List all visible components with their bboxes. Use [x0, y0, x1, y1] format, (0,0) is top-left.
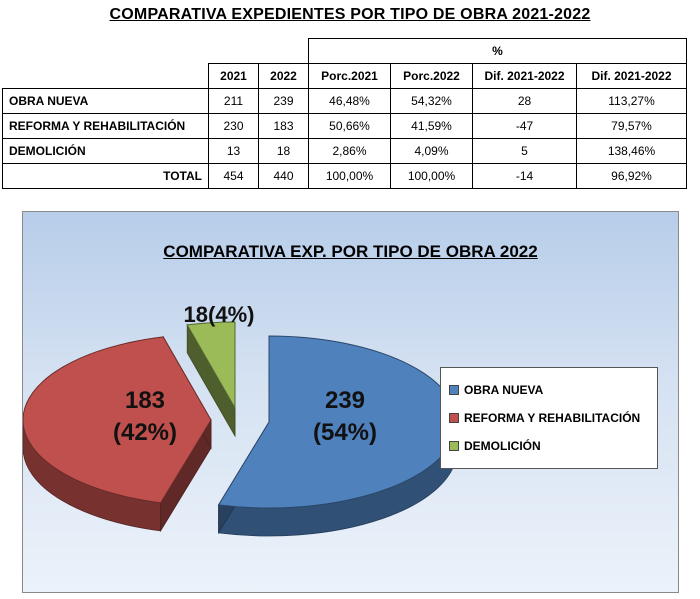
- legend-item-demolicion: DEMOLICIÓN: [449, 439, 541, 453]
- table-cell: -14: [472, 163, 577, 189]
- legend-swatch: [449, 385, 459, 395]
- table-cell: 18: [258, 138, 309, 164]
- legend-label: OBRA NUEVA: [464, 383, 544, 397]
- table-cell: 138,46%: [576, 138, 687, 164]
- table-cell: 113,27%: [576, 88, 687, 114]
- data-label-value: 239: [325, 387, 365, 414]
- percent-group-header: %: [308, 38, 687, 64]
- legend-swatch: [449, 413, 459, 423]
- legend-label: REFORMA Y REHABILITACIÓN: [464, 411, 641, 425]
- table-header-row: 2021 2022 Porc.2021 Porc.2022 Dif. 2021-…: [3, 63, 687, 89]
- table-row: OBRA NUEVA 211 239 46,48% 54,32% 28 113,…: [2, 88, 687, 114]
- table-cell: 440: [258, 163, 309, 189]
- row-label: OBRA NUEVA: [2, 88, 209, 114]
- table-cell: 79,57%: [576, 113, 687, 139]
- table-cell: 13: [208, 138, 259, 164]
- table-cell: 96,92%: [576, 163, 687, 189]
- pie-chart: 239 (54%) 183 (42%) 18(4%): [23, 302, 458, 537]
- column-header: Dif. 2021-2022: [472, 63, 577, 89]
- page-title: COMPARATIVA EXPEDIENTES POR TIPO DE OBRA…: [109, 6, 591, 23]
- legend-item-obra-nueva: OBRA NUEVA: [449, 383, 543, 397]
- table-cell: 239: [258, 88, 309, 114]
- table-cell: 5: [472, 138, 577, 164]
- table-cell: 454: [208, 163, 259, 189]
- total-label: TOTAL: [2, 163, 209, 189]
- table-row: REFORMA Y REHABILITACIÓN 230 183 50,66% …: [2, 113, 687, 139]
- column-header: Dif. 2021-2022: [576, 63, 687, 89]
- table-cell: 4,09%: [390, 138, 473, 164]
- column-header: Porc.2021: [308, 63, 391, 89]
- table-cell: 100,00%: [308, 163, 391, 189]
- chart-title: COMPARATIVA EXP. POR TIPO DE OBRA 2022: [163, 242, 538, 261]
- data-label-percent: (42%): [113, 419, 177, 446]
- column-header: 2022: [258, 63, 309, 89]
- table-group-header-row: %: [3, 38, 687, 64]
- pie-slice: [23, 336, 212, 504]
- table-cell: 50,66%: [308, 113, 391, 139]
- data-label-percent: (54%): [313, 419, 377, 446]
- data-label: 18(4%): [184, 302, 255, 327]
- pie-slice: [186, 321, 236, 410]
- row-label: REFORMA Y REHABILITACIÓN: [2, 113, 209, 139]
- table-cell: 28: [472, 88, 577, 114]
- table-cell: 41,59%: [390, 113, 473, 139]
- column-header: 2021: [208, 63, 259, 89]
- row-label: DEMOLICIÓN: [2, 138, 209, 164]
- legend-label: DEMOLICIÓN: [464, 439, 541, 453]
- table-cell: 2,86%: [308, 138, 391, 164]
- chart-legend: OBRA NUEVA REFORMA Y REHABILITACIÓN DEMO…: [440, 367, 658, 469]
- table-cell: 54,32%: [390, 88, 473, 114]
- data-label-value: 183: [125, 387, 165, 414]
- legend-item-reforma: REFORMA Y REHABILITACIÓN: [449, 411, 640, 425]
- table-row: DEMOLICIÓN 13 18 2,86% 4,09% 5 138,46%: [2, 138, 687, 164]
- table-cell: 230: [208, 113, 259, 139]
- table-total-row: TOTAL 454 440 100,00% 100,00% -14 96,92%: [2, 163, 687, 189]
- legend-swatch: [449, 441, 459, 451]
- table-cell: 100,00%: [390, 163, 473, 189]
- table-cell: -47: [472, 113, 577, 139]
- table-cell: 183: [258, 113, 309, 139]
- table-cell: 211: [208, 88, 259, 114]
- comparison-table: % 2021 2022 Porc.2021 Porc.2022 Dif. 202…: [2, 38, 687, 189]
- pie-chart-area: COMPARATIVA EXP. POR TIPO DE OBRA 2022 2…: [22, 211, 679, 593]
- column-header: Porc.2022: [390, 63, 473, 89]
- table-cell: 46,48%: [308, 88, 391, 114]
